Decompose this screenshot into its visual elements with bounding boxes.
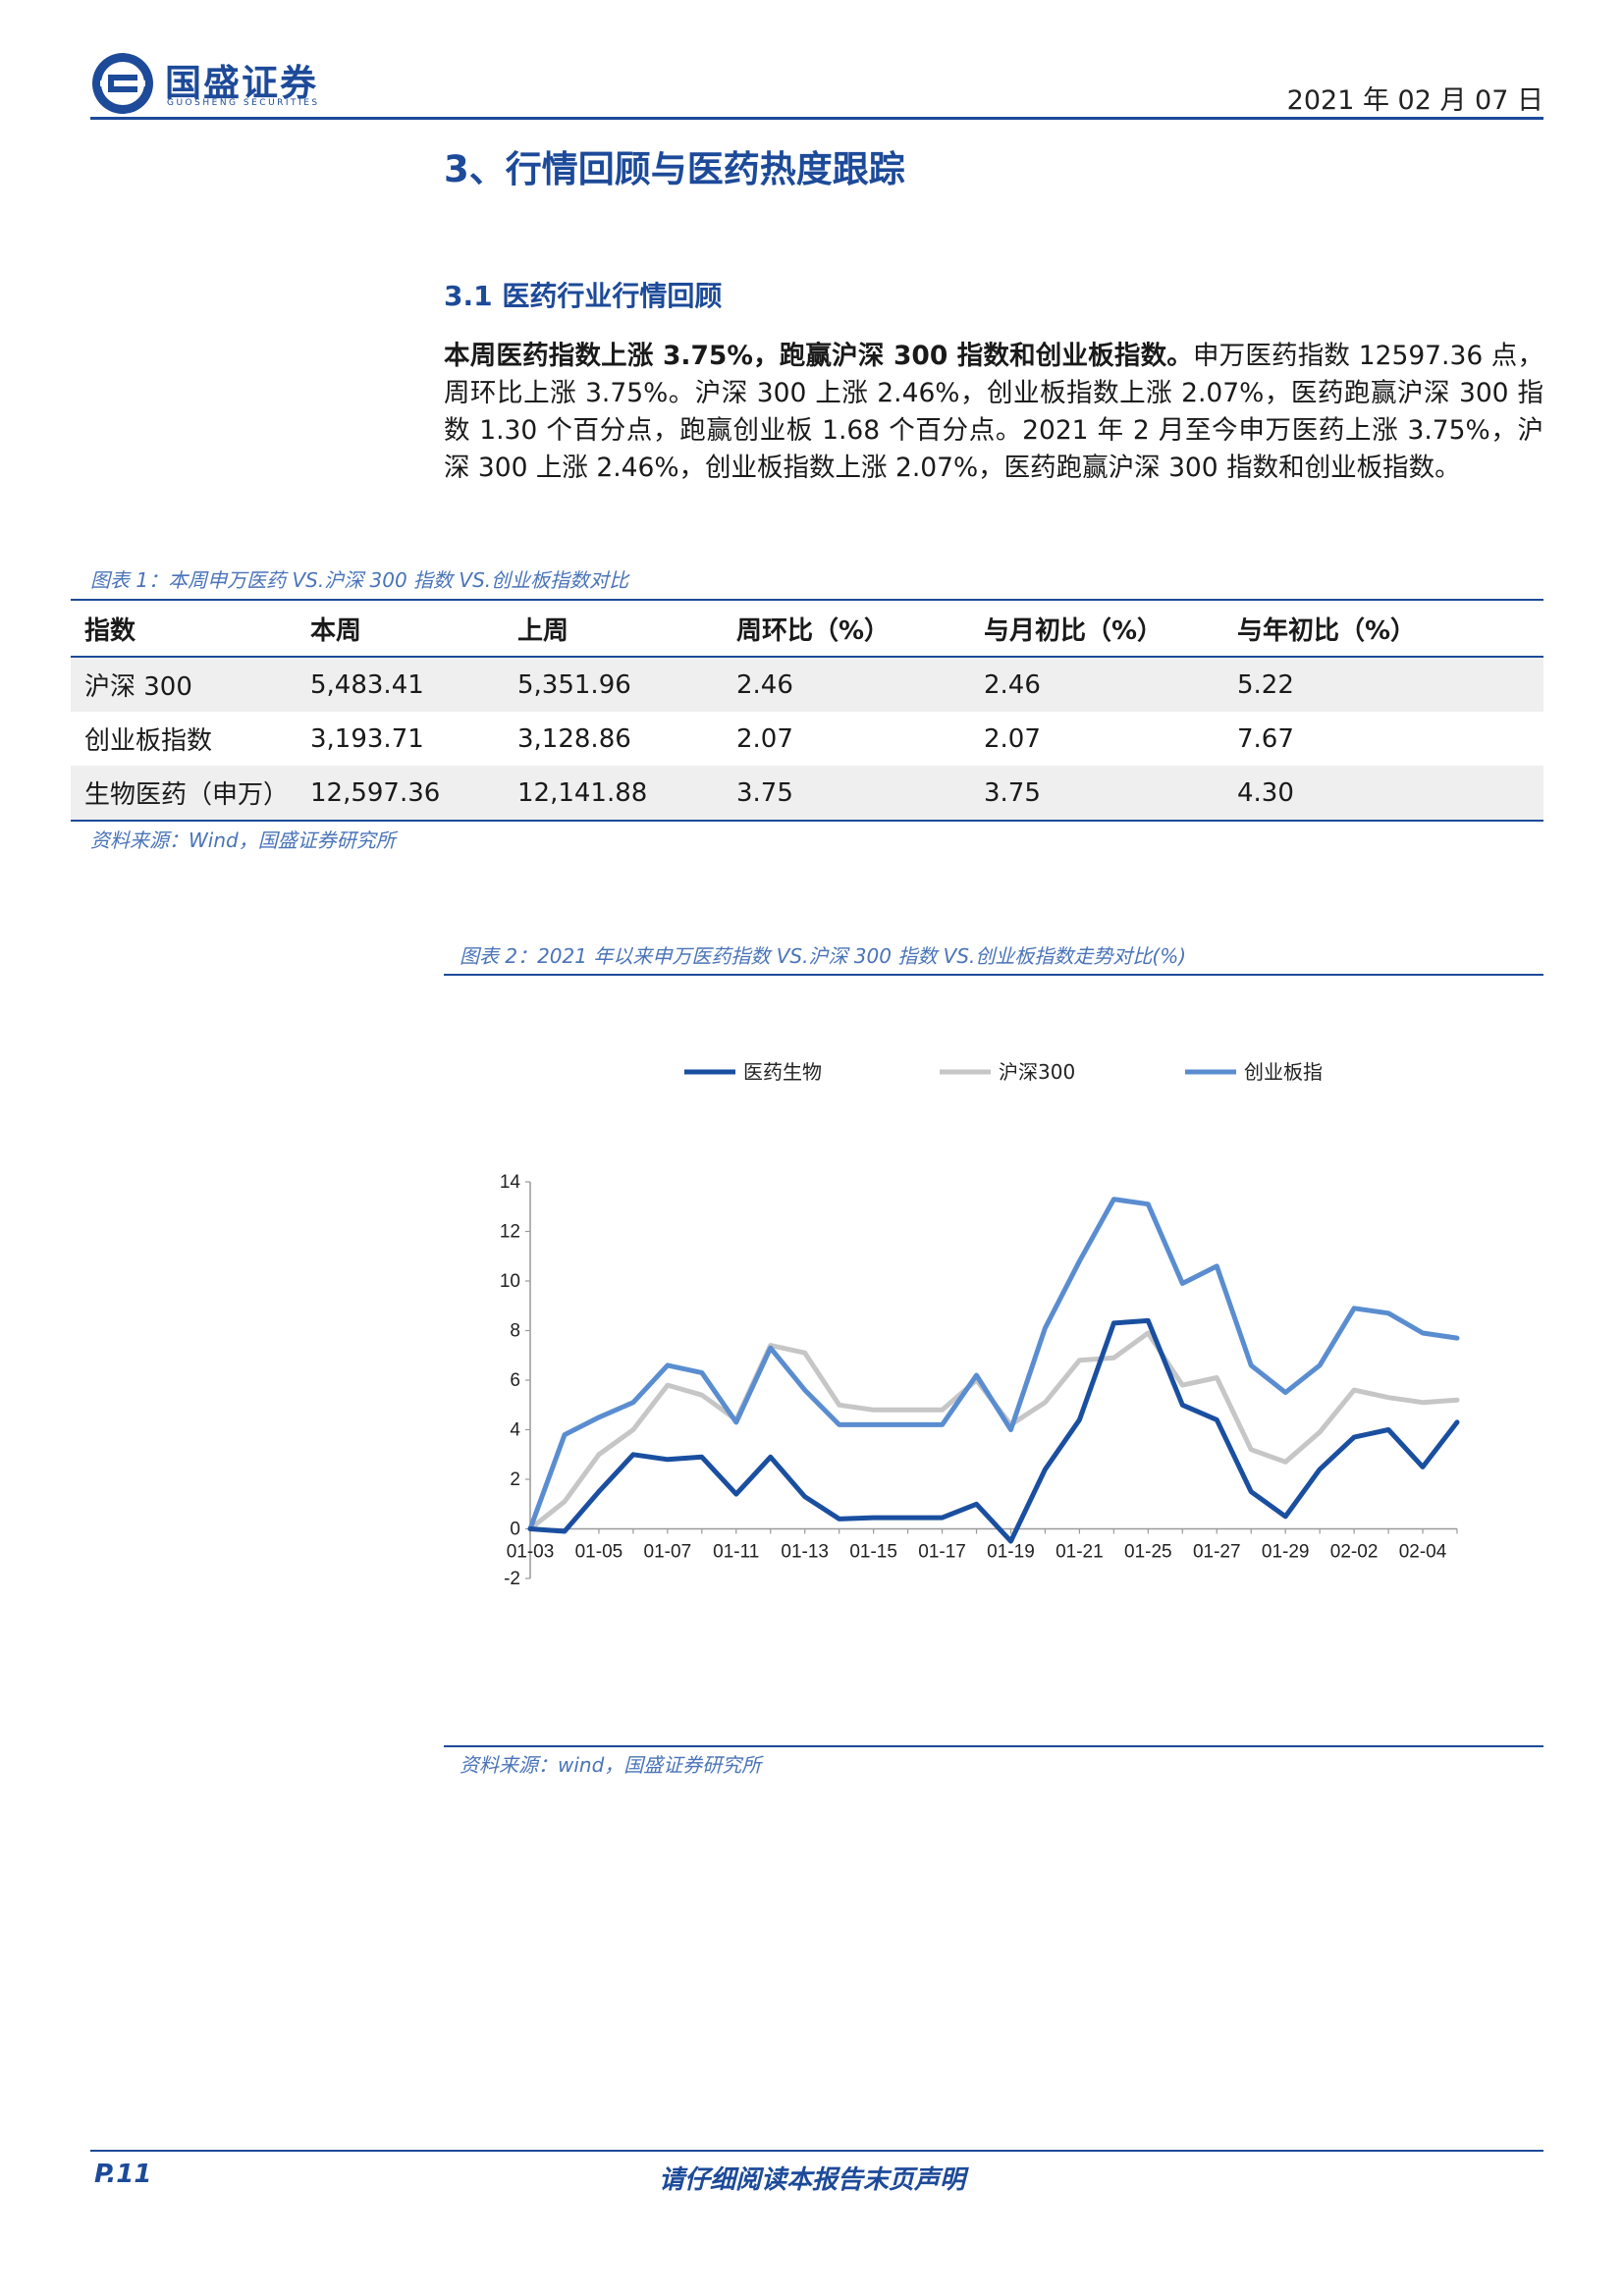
x-tick-label: 01-15 bbox=[849, 1542, 897, 1563]
report-date: 2021 年 02 月 07 日 bbox=[1286, 85, 1543, 116]
x-tick-label: 02-04 bbox=[1399, 1542, 1447, 1563]
x-tick-label: 02-02 bbox=[1330, 1542, 1379, 1563]
table1-source: 资料来源：Wind，国盛证券研究所 bbox=[90, 828, 396, 852]
table1-top-rule bbox=[71, 599, 1543, 601]
table-cell: 4.30 bbox=[1223, 766, 1543, 820]
table-cell: 2.46 bbox=[970, 657, 1223, 712]
legend-label: 医药生物 bbox=[743, 1060, 822, 1084]
x-tick-label: 01-29 bbox=[1262, 1542, 1310, 1563]
x-tick-label: 01-03 bbox=[507, 1542, 555, 1563]
guosheng-logo-icon bbox=[92, 53, 153, 114]
table-row: 创业板指数 3,193.71 3,128.86 2.07 2.07 7.67 bbox=[71, 712, 1543, 766]
brand-name-en: GUOSHENG SECURITIES bbox=[167, 98, 320, 108]
table-row: 沪深 300 5,483.41 5,351.96 2.46 2.46 5.22 bbox=[71, 657, 1543, 712]
series-line-0 bbox=[527, 1317, 1460, 1544]
col-header-index: 指数 bbox=[71, 601, 297, 658]
x-tick-label: 01-11 bbox=[713, 1542, 759, 1563]
x-tick-label: 01-19 bbox=[987, 1542, 1035, 1563]
y-tick-label: 10 bbox=[500, 1271, 520, 1292]
subsection-title: 3.1 医药行业行情回顾 bbox=[444, 280, 723, 312]
series-line-2 bbox=[527, 1197, 1460, 1531]
y-tick-label: 4 bbox=[510, 1420, 520, 1441]
summary-paragraph: 本周医药指数上涨 3.75%，跑赢沪深 300 指数和创业板指数。申万医药指数 … bbox=[444, 338, 1543, 487]
summary-body: 申万医药指数 12597.36 点，周环比上涨 3.75%。沪深 300 上涨 … bbox=[444, 341, 1543, 483]
table-cell: 12,141.88 bbox=[504, 766, 723, 820]
col-header-this-week: 本周 bbox=[297, 601, 504, 658]
y-tick-label: 2 bbox=[510, 1469, 520, 1490]
table1-caption: 图表 1：本周申万医药 VS.沪深 300 指数 VS.创业板指数对比 bbox=[90, 568, 629, 592]
x-tick-label: 01-13 bbox=[781, 1542, 829, 1563]
figure2-top-rule bbox=[444, 974, 1543, 976]
footer-disclaimer: 请仔细阅读本报告末页声明 bbox=[658, 2165, 965, 2195]
col-header-last-week: 上周 bbox=[504, 601, 723, 658]
table-cell: 7.67 bbox=[1237, 723, 1294, 754]
table-row: 生物医药（申万） 12,597.36 12,141.88 3.75 3.75 4… bbox=[71, 766, 1543, 820]
y-tick-label: 0 bbox=[510, 1520, 520, 1540]
legend-label: 沪深300 bbox=[999, 1060, 1075, 1084]
figure2-source: 资料来源：wind，国盛证券研究所 bbox=[460, 1753, 762, 1777]
table-cell: 5.22 bbox=[1223, 657, 1543, 712]
x-tick-label: 01-21 bbox=[1056, 1542, 1104, 1563]
figure2-caption: 图表 2：2021 年以来申万医药指数 VS.沪深 300 指数 VS.创业板指… bbox=[460, 944, 1187, 968]
legend-label: 创业板指 bbox=[1244, 1060, 1323, 1084]
table-cell: 5,483.41 bbox=[297, 657, 504, 712]
series-line-1 bbox=[527, 1330, 1460, 1531]
x-tick-label: 01-25 bbox=[1124, 1542, 1172, 1563]
table-cell: 2.07 bbox=[984, 723, 1041, 754]
col-header-wow: 周环比（%） bbox=[723, 601, 970, 658]
x-tick-label: 01-27 bbox=[1193, 1542, 1241, 1563]
x-tick-label: 01-17 bbox=[918, 1542, 966, 1563]
x-tick-label: 01-07 bbox=[644, 1542, 692, 1563]
figure2-bottom-rule bbox=[444, 1745, 1543, 1747]
brand-name: 国盛证券 bbox=[165, 62, 318, 104]
index-trend-chart: -2 0 2 4 6 8 10 12 14 01-03 01-05 01-07 01-11 01-13 01… bbox=[500, 1060, 1460, 1589]
summary-lead: 本周医药指数上涨 3.75%，跑赢沪深 300 指数和创业板指数。 bbox=[444, 341, 1193, 371]
index-comparison-table: 指数 本周 上周 周环比（%） 与月初比（%） 与年初比（%） 沪深 300 5… bbox=[71, 601, 1543, 820]
section-title: 3、行情回顾与医药热度跟踪 bbox=[444, 148, 905, 190]
table-cell: 3,193.71 bbox=[310, 723, 424, 754]
page-number: P.11 bbox=[94, 2160, 152, 2189]
y-tick-label: 14 bbox=[500, 1172, 521, 1193]
table1-bottom-rule bbox=[71, 820, 1543, 822]
col-header-mtd: 与月初比（%） bbox=[970, 601, 1223, 658]
table-header-row: 指数 本周 上周 周环比（%） 与月初比（%） 与年初比（%） bbox=[71, 601, 1543, 658]
x-tick-label: 01-05 bbox=[575, 1542, 623, 1563]
y-tick-label: 8 bbox=[510, 1321, 520, 1342]
y-tick-label: 12 bbox=[500, 1222, 520, 1243]
y-tick-label: 6 bbox=[510, 1370, 520, 1391]
table-cell: 3,128.86 bbox=[517, 723, 631, 754]
y-tick-label: -2 bbox=[504, 1569, 520, 1589]
header-divider bbox=[90, 117, 1543, 120]
table-cell: 5,351.96 bbox=[504, 657, 723, 712]
table-cell: 2.46 bbox=[723, 657, 970, 712]
table-cell: 2.07 bbox=[736, 723, 793, 754]
table-cell: 3.75 bbox=[970, 766, 1223, 820]
table-cell: 沪深 300 bbox=[71, 657, 297, 712]
col-header-ytd: 与年初比（%） bbox=[1223, 601, 1543, 658]
table-cell: 3.75 bbox=[723, 766, 970, 820]
table-cell: 12,597.36 bbox=[297, 766, 504, 820]
table-cell: 生物医药（申万） bbox=[71, 766, 297, 820]
table-cell: 创业板指数 bbox=[84, 726, 213, 756]
footer-divider bbox=[90, 2150, 1543, 2152]
